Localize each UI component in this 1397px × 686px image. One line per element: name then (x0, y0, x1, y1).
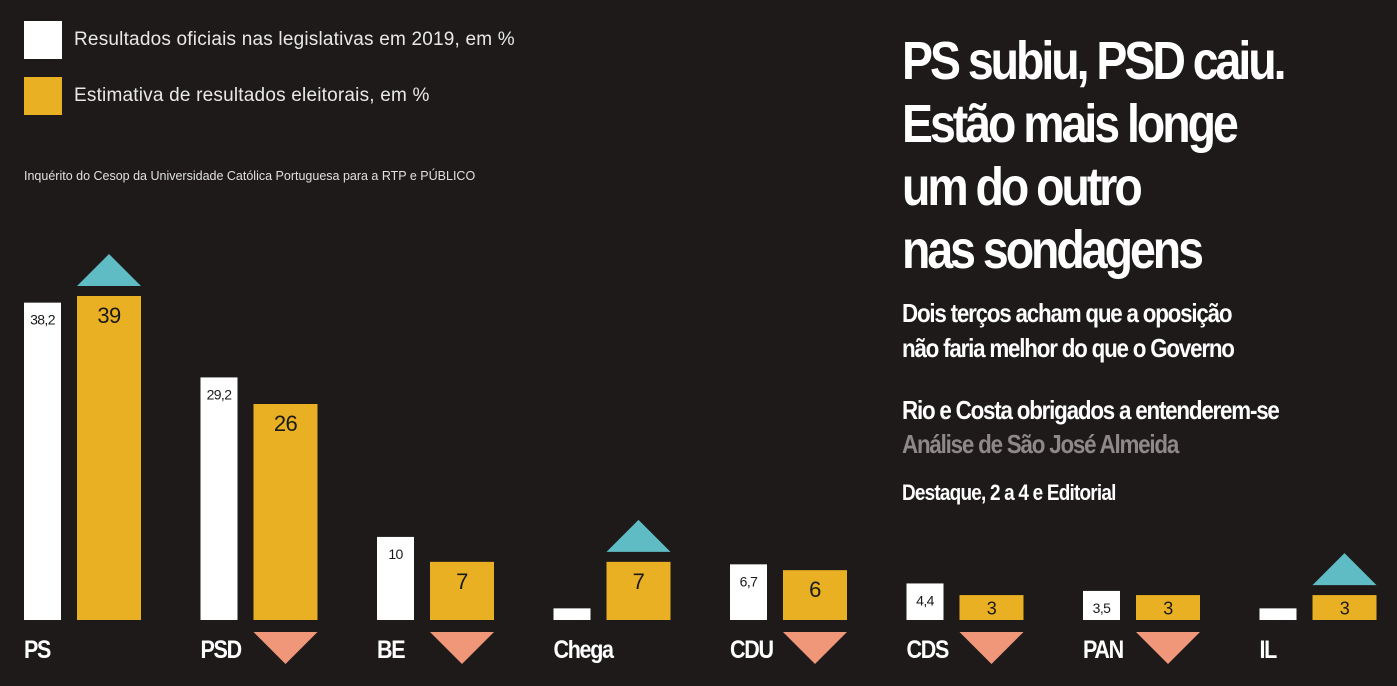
down-arrow-icon (959, 632, 1024, 664)
value-label-official-psd: 29,2 (207, 386, 233, 402)
bar-official-chega (553, 608, 591, 620)
category-label-cdu: CDU (730, 635, 773, 663)
headline-line: PS subiu, PSD caiu. (902, 31, 1287, 91)
headline-line: Estão mais longe (902, 94, 1239, 154)
value-label-estimate-pan: 3 (1163, 599, 1173, 619)
subheadline-analysis: Análise de São José Almeida (902, 429, 1179, 459)
source-note: Inquérito do Cesop da Universidade Catól… (24, 169, 476, 183)
subheadline-pages: Destaque, 2 a 4 e Editorial (902, 480, 1116, 505)
bar-estimate-cdu (783, 570, 847, 620)
headline-line: nas sondagens (902, 220, 1204, 280)
bar-official-cds (906, 583, 944, 620)
value-label-estimate-cds: 3 (987, 599, 997, 619)
value-label-official-cds: 4,4 (916, 592, 934, 608)
bar-official-pan (1083, 590, 1120, 620)
legend-official: Resultados oficiais nas legislativas em … (24, 21, 515, 59)
value-label-official-il: 1,4 (1269, 617, 1287, 633)
bar-official-psd (200, 377, 238, 620)
down-arrow-icon (253, 632, 318, 664)
category-label-ps: PS (24, 635, 51, 663)
down-arrow-icon (430, 632, 494, 664)
subheadline-opposition: Dois terços acham que a oposição não far… (902, 296, 1235, 366)
value-label-official-be: 10 (388, 546, 403, 562)
value-label-estimate-psd: 26 (274, 411, 298, 436)
headline: PS subiu, PSD caiu. Estão mais longe um … (902, 30, 1287, 282)
category-label-psd: PSD (201, 635, 242, 663)
category-label-be: BE (377, 635, 405, 663)
up-arrow-icon (1312, 553, 1377, 586)
value-label-official-pan: 3,5 (1093, 600, 1111, 616)
category-label-cds: CDS (906, 635, 948, 663)
bar-official-be (377, 536, 414, 620)
legend-swatch-official (24, 21, 62, 59)
value-label-official-cdu: 6,7 (740, 573, 758, 589)
value-label-estimate-chega: 7 (633, 569, 645, 594)
up-arrow-icon (77, 254, 141, 286)
value-label-estimate-be: 7 (456, 569, 468, 594)
bar-official-ps (24, 302, 61, 620)
bar-estimate-psd (253, 404, 318, 620)
category-label-chega: Chega (554, 635, 615, 663)
bar-estimate-cds (959, 595, 1024, 620)
value-label-official-ps: 38,2 (30, 312, 56, 328)
down-arrow-icon (1136, 632, 1200, 664)
value-label-estimate-il: 3 (1340, 599, 1350, 619)
bar-estimate-chega (606, 561, 671, 620)
legend-label-official: Resultados oficiais nas legislativas em … (74, 29, 515, 50)
bar-official-il (1259, 608, 1297, 620)
bar-estimate-be (430, 561, 494, 620)
bar-estimate-ps (77, 296, 141, 620)
legend-swatch-estimate (24, 77, 62, 115)
bar-estimate-il (1312, 595, 1377, 620)
down-arrow-icon (783, 632, 847, 664)
bar-official-cdu (730, 564, 767, 620)
subheadline-line: não faria melhor do que o Governo (902, 333, 1235, 363)
legend-estimate: Estimativa de resultados eleitorais, em … (24, 77, 430, 115)
category-label-il: IL (1260, 635, 1278, 663)
subheadline-line: Dois terços acham que a oposição (902, 298, 1233, 328)
value-label-official-chega: 1,4 (563, 617, 581, 633)
category-label-pan: PAN (1083, 635, 1123, 663)
headline-line: um do outro (902, 157, 1143, 217)
up-arrow-icon (606, 519, 671, 552)
value-label-estimate-ps: 39 (97, 303, 121, 328)
subheadline-rio-costa: Rio e Costa obrigados a entenderem-se (902, 395, 1280, 425)
value-label-estimate-cdu: 6 (809, 577, 821, 602)
bar-estimate-pan (1136, 595, 1200, 620)
legend-label-estimate: Estimativa de resultados eleitorais, em … (74, 85, 430, 106)
